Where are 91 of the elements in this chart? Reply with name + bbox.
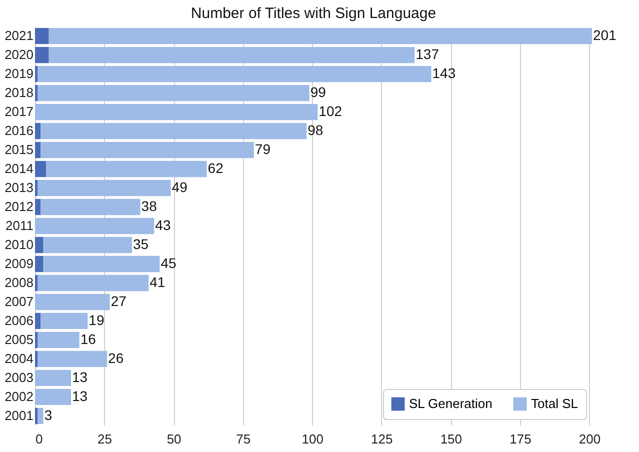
y-tick-label: 2020 [4,47,34,62]
total-label: 16 [80,330,96,347]
total-label: 27 [110,292,127,309]
bar [48,46,415,64]
legend-label: SL Generation [409,396,492,411]
bar [40,312,88,330]
bar [48,28,592,44]
x-tick-label: 75 [236,432,251,446]
bar [35,66,38,82]
x-tick-label: 125 [371,432,393,446]
bar [35,160,46,178]
bar [35,198,41,216]
bar [35,180,38,196]
bar [40,122,307,140]
total-label: 13 [72,368,88,385]
total-label: 43 [155,217,171,233]
bar [35,256,44,272]
y-tick-label: 2016 [4,123,34,138]
y-tick-label: 2009 [4,256,34,271]
bar [43,256,160,272]
legend-label: Total SL [531,396,578,411]
y-tick-label: 2008 [4,274,34,290]
y-tick-label: 2018 [4,85,34,100]
y-tick-label: 2012 [4,199,34,214]
y-tick-label: 2006 [4,312,34,328]
total-label: 137 [416,46,440,62]
x-tick-label: 150 [440,432,462,446]
bar [35,46,49,64]
y-tick-label: 2015 [4,142,34,158]
x-tick-label: 200 [578,432,601,446]
bar [35,350,38,368]
total-label: 35 [132,236,149,252]
x-tick-label: 0 [36,432,43,446]
bar [35,142,41,158]
chart-title: Number of Titles with Sign Language [190,5,436,22]
total-label: 98 [308,122,324,138]
total-label: 26 [108,350,124,366]
total-label: 38 [141,198,158,214]
y-tick-label: 2001 [4,408,34,423]
x-tick-label: 100 [302,432,324,446]
bar [43,236,132,254]
bar [35,370,72,386]
y-tick-label: 2017 [4,104,34,120]
y-tick-label: 2013 [4,180,34,196]
x-tick-label: 175 [510,432,532,446]
bar [38,332,80,348]
bar [35,84,38,102]
bar [38,274,149,292]
total-label: 19 [88,312,104,328]
y-tick-label: 2004 [4,350,34,366]
bar [35,294,110,310]
total-label: 13 [72,388,88,404]
bar [35,28,49,44]
total-label: 41 [150,274,166,290]
bar [40,198,140,216]
bar [35,104,318,120]
total-label: 62 [208,160,224,176]
y-tick-label: 2010 [4,237,34,252]
bar [35,218,154,234]
total-label: 45 [160,254,176,271]
y-tick-label: 2014 [4,161,34,176]
bar [38,84,310,102]
y-tick-label: 2002 [4,388,34,404]
y-tick-label: 2007 [4,294,34,309]
bar [46,160,207,178]
bar [38,350,108,368]
y-tick-label: 2005 [4,332,34,347]
y-tick-label: 2021 [4,28,34,44]
bar [35,236,44,254]
total-label: 49 [172,179,188,196]
total-label: 201 [593,27,617,44]
bar [35,388,72,406]
bar [40,142,254,158]
bar [35,274,38,292]
y-tick-label: 2011 [6,218,34,233]
x-tick-label: 50 [166,432,182,446]
bar [35,122,41,140]
total-label: 3 [44,406,52,423]
y-tick-label: 2019 [4,66,34,82]
total-label: 99 [310,84,326,100]
y-tick-label: 2003 [4,370,34,385]
bar [38,180,171,196]
total-label: 79 [254,141,271,158]
bar [38,66,432,82]
total-label: 102 [318,103,342,120]
bar [35,332,38,348]
bar [38,408,44,424]
x-tick-label: 25 [98,432,112,446]
bar [35,312,41,330]
total-label: 143 [432,65,456,82]
bar [35,408,38,424]
